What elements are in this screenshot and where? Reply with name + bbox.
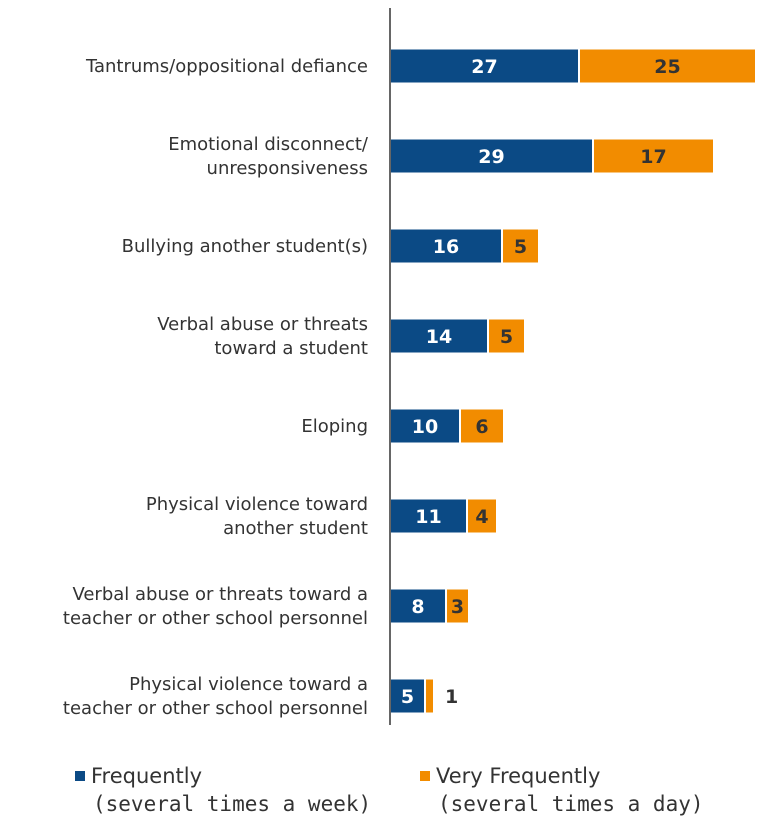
value-label-frequently: 14 — [426, 326, 452, 348]
legend-swatch-very-frequently — [420, 771, 430, 781]
bar-frequently — [391, 679, 424, 713]
bar-very-frequently — [447, 589, 468, 623]
value-label-frequently: 29 — [478, 146, 504, 168]
stacked-bar-chart: Tantrums/oppositional defiance 27 25 Emotio… — [63, 8, 755, 725]
bar-frequently — [391, 139, 592, 173]
bar-very-frequently — [594, 139, 713, 173]
bar-very-frequently — [503, 229, 538, 263]
category-label: Verbal abuse or threats toward a student — [157, 314, 368, 359]
category-label: Emotional disconnect/unresponsiveness — [168, 134, 369, 179]
bar-frequently — [391, 499, 466, 533]
legend-item-very-frequently: Very Frequently (several times a day) — [420, 762, 704, 818]
value-label-very-frequently: 4 — [475, 506, 488, 528]
bar-very-frequently — [468, 499, 496, 533]
bar-very-frequently — [489, 319, 524, 353]
category-label: Bullying another student(s) — [122, 236, 368, 257]
value-label-very-frequently: 5 — [500, 326, 513, 348]
category-label: Physical violence toward another student — [146, 494, 368, 539]
legend-swatch-frequently — [75, 771, 85, 781]
value-label-very-frequently: 5 — [514, 236, 527, 258]
value-label-frequently: 5 — [401, 686, 414, 708]
legend-sublabel-frequently: (several times a week) — [93, 792, 372, 816]
value-label-frequently: 10 — [412, 416, 438, 438]
bar-very-frequently — [461, 409, 503, 443]
value-label-frequently: 8 — [411, 596, 424, 618]
legend-label-very-frequently: Very Frequently — [436, 764, 601, 788]
bar-frequently — [391, 319, 487, 353]
value-label-frequently: 11 — [415, 506, 441, 528]
legend-label-frequently: Frequently — [91, 764, 203, 788]
bar-frequently — [391, 409, 459, 443]
value-label-very-frequently: 3 — [451, 596, 464, 618]
bar-frequently — [391, 229, 501, 263]
value-label-very-frequently: 17 — [640, 146, 666, 168]
category-label: Verbal abuse or threats toward a teacher … — [63, 584, 368, 629]
value-label-very-frequently: 6 — [475, 416, 488, 438]
category-label: Tantrums/oppositional defiance — [85, 56, 368, 77]
bar-very-frequently — [580, 49, 755, 83]
value-label-frequently: 16 — [433, 236, 459, 258]
category-label: Physical violence toward a teacher or oth… — [63, 674, 368, 719]
category-label: Eloping — [301, 416, 368, 437]
value-label-very-frequently: 25 — [654, 56, 680, 78]
legend-item-frequently: Frequently (several times a week) — [75, 762, 371, 818]
value-label-very-frequently: 1 — [445, 686, 458, 708]
legend-sublabel-very-frequently: (several times a day) — [438, 792, 704, 816]
bar-frequently — [391, 589, 445, 623]
value-label-frequently: 27 — [471, 56, 497, 78]
bar-frequently — [391, 49, 578, 83]
bar-very-frequently — [426, 679, 433, 713]
